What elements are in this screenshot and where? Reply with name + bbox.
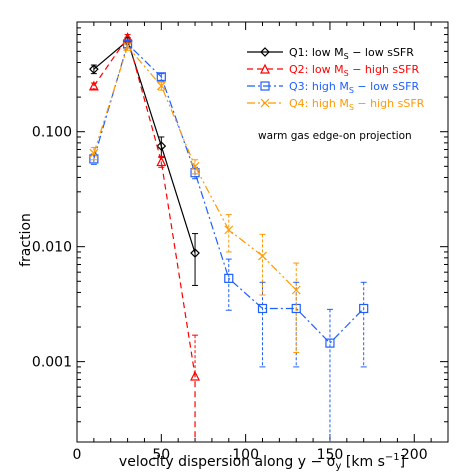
x-axis-label-unit-end: ]: [400, 454, 405, 470]
marker-square: [156, 72, 166, 82]
marker-x: [89, 148, 99, 158]
tick-labels: 0 50 100 150 200 0.100 0.010 0.001: [32, 125, 428, 463]
marker-triangle: [190, 370, 201, 381]
marker-diamond: [89, 64, 99, 75]
legend-entry-1: Q1: low MS − low sSFR: [247, 46, 414, 61]
legend-entry-4: Q4: high MS − high sSFR: [247, 97, 425, 112]
marker-x: [156, 81, 166, 91]
x-tick-label: 200: [401, 447, 428, 463]
marker-square: [224, 273, 234, 283]
marker-triangle: [260, 63, 270, 74]
x-axis-label: velocity dispersion along y − σy [km s−1…: [119, 452, 405, 472]
x-tick-label: 50: [152, 447, 170, 463]
marker-x: [190, 161, 200, 171]
x-tick-label: 100: [232, 447, 259, 463]
marker-square: [260, 81, 270, 91]
x-axis-label-unit-sup: −1: [385, 452, 400, 463]
y-tick-label: 0.100: [32, 125, 72, 141]
marker-triangle: [88, 80, 99, 91]
legend-entry-3: Q3: high MS − low sSFR: [247, 80, 419, 95]
marker-x: [260, 98, 270, 108]
series-1: [89, 35, 200, 286]
x-axis-label-main: velocity dispersion along y − σ: [119, 454, 336, 470]
marker-x: [291, 285, 301, 295]
axis-ticks: [76, 21, 448, 443]
marker-triangle: [156, 156, 167, 167]
series-line: [93, 42, 365, 344]
x-tick-label: 0: [73, 447, 82, 463]
marker-square: [257, 303, 268, 314]
series-line: [93, 39, 196, 254]
marker-diamond: [190, 248, 200, 258]
marker-x: [258, 251, 267, 261]
legend-label: Q2: low MS − high sSFR: [289, 63, 419, 78]
marker-square: [359, 303, 369, 314]
x-axis-label-unit: [km s: [346, 454, 385, 470]
series-2: [88, 32, 201, 442]
x-tick-label: 150: [317, 447, 344, 463]
marker-diamond: [156, 141, 167, 151]
marker-x: [224, 225, 234, 235]
legend-label: Q3: high MS − low sSFR: [289, 80, 419, 95]
y-tick-label: 0.010: [32, 240, 72, 256]
marker-x: [123, 42, 133, 52]
marker-diamond: [260, 47, 270, 57]
legend: Q1: low MS − low sSFR Q2: low MS − high s…: [247, 46, 425, 112]
legend-label: Q1: low MS − low sSFR: [289, 46, 414, 61]
annotation: warm gas edge-on projection: [258, 130, 412, 142]
series-layer: [88, 32, 369, 442]
legend-entry-2: Q2: low MS − high sSFR: [247, 63, 419, 78]
y-axis-label: fraction: [18, 213, 34, 267]
marker-square: [325, 338, 335, 348]
legend-label: Q4: high MS − high sSFR: [289, 97, 425, 112]
x-axis-label-sub: y: [336, 461, 342, 472]
series-line: [93, 36, 196, 442]
series-4: [89, 42, 301, 354]
y-tick-label: 0.001: [32, 355, 72, 371]
